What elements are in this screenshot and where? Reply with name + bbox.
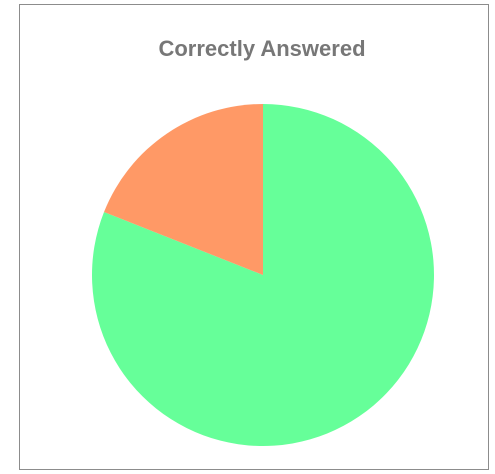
pie-slice: [104, 104, 263, 275]
chart-title: Correctly Answered: [158, 36, 365, 61]
